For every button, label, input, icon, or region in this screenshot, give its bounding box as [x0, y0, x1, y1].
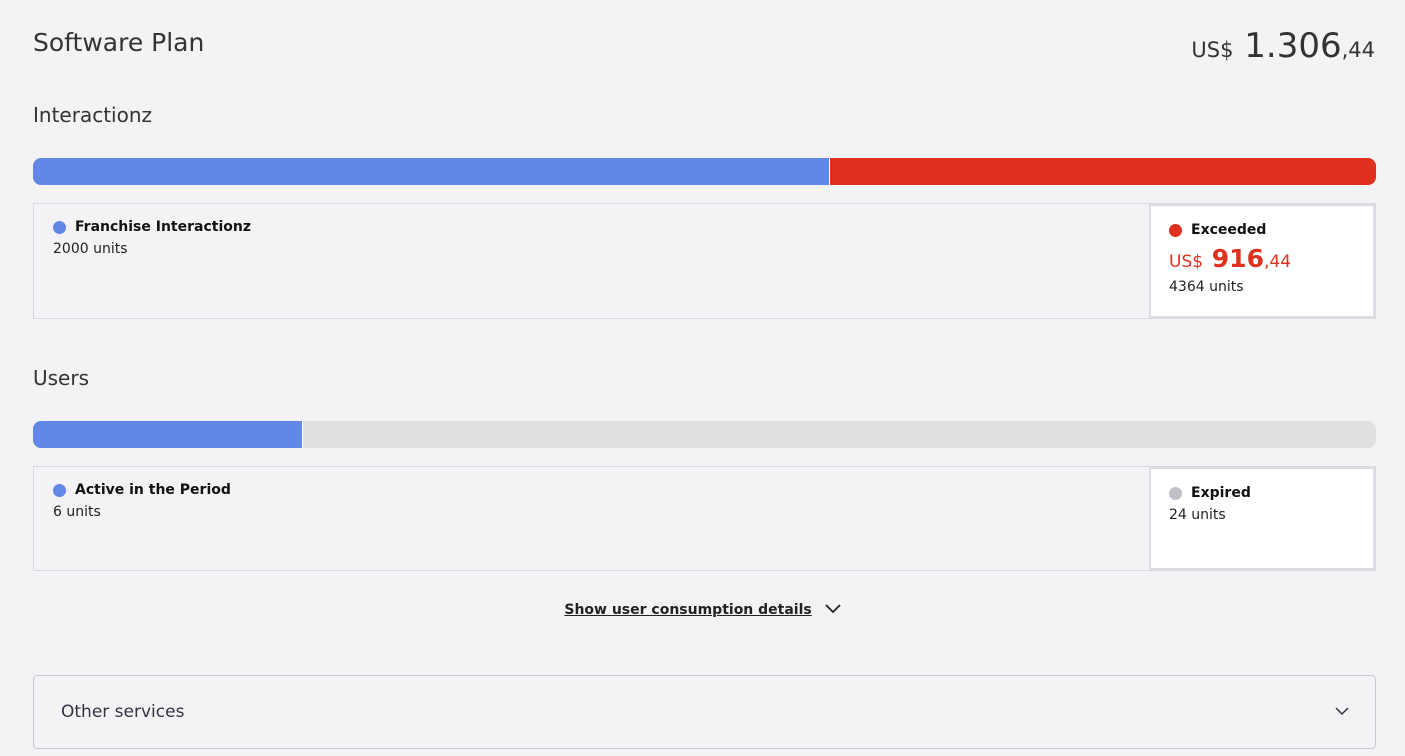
units: 24 units — [1169, 507, 1226, 523]
interactionz-card: Franchise Interactionz 2000 units Exceed… — [33, 203, 1376, 319]
label: Expired — [1191, 485, 1251, 501]
units: 6 units — [53, 504, 101, 520]
users-bar — [33, 421, 1376, 448]
show-details-button[interactable]: Show user consumption details — [0, 602, 1405, 618]
users-card: Active in the Period 6 units Expired 24 … — [33, 466, 1376, 571]
blue-dot-icon — [53, 483, 66, 497]
interactionz-bar — [33, 158, 1376, 185]
blue-dot-icon — [53, 220, 66, 234]
price-decimal: ,44 — [1341, 38, 1375, 62]
price-integer: 1.306 — [1244, 26, 1342, 66]
label: Active in the Period — [75, 482, 231, 498]
chevron-down-icon — [1335, 707, 1349, 716]
other-services-label: Other services — [61, 702, 185, 722]
section-title-interactionz: Interactionz — [33, 103, 153, 127]
units: 2000 units — [53, 241, 128, 257]
section-title-users: Users — [33, 366, 90, 390]
page-title: Software Plan — [33, 28, 205, 57]
other-services-accordion[interactable]: Other services — [33, 675, 1376, 749]
red-dot-icon — [1169, 223, 1182, 237]
currency: US$ — [1191, 38, 1234, 62]
price-decimal: ,44 — [1263, 252, 1292, 272]
show-details-label[interactable]: Show user consumption details — [564, 602, 812, 618]
bar-active-segment — [33, 421, 303, 448]
label: Exceeded — [1191, 222, 1267, 238]
bar-used-segment — [33, 158, 831, 185]
units: 4364 units — [1169, 279, 1244, 295]
price-integer: 916 — [1211, 244, 1264, 273]
label: Franchise Interactionz — [75, 219, 251, 235]
chevron-down-icon — [824, 604, 841, 614]
currency: US$ — [1169, 252, 1204, 272]
total-price: US$ 1.306,44 — [1191, 26, 1375, 66]
exceeded-price: US$ 916,44 — [1169, 244, 1355, 273]
bar-exceeded-segment — [830, 158, 1376, 185]
gray-dot-icon — [1169, 486, 1182, 500]
